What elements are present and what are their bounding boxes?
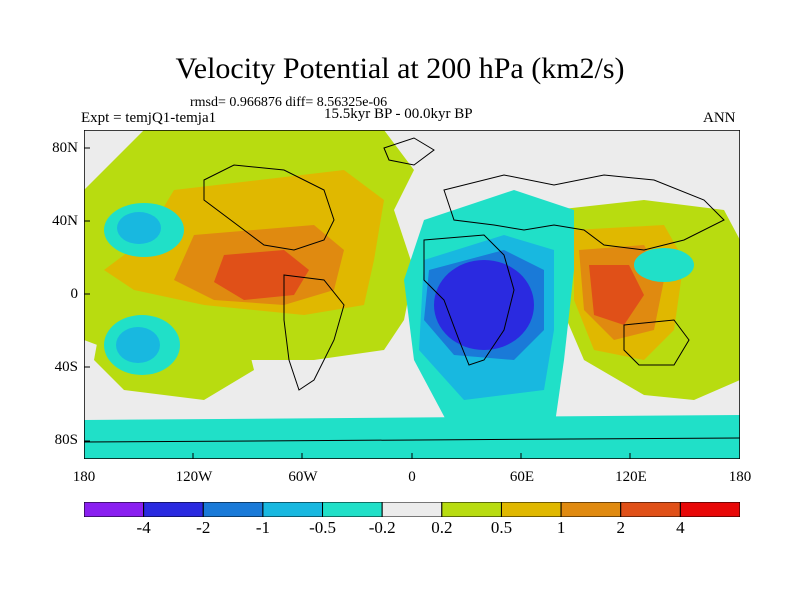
x-tick-label: 0	[408, 469, 416, 485]
x-tick-label: 120W	[175, 469, 213, 485]
y-tick-label: 40N	[52, 213, 78, 229]
y-tick-label: 80S	[54, 432, 78, 448]
colorbar-swatch	[679, 502, 740, 517]
colorbar-swatch	[441, 502, 502, 517]
colorbar-swatch	[500, 502, 562, 517]
x-tick-label: 120E	[615, 469, 647, 485]
season-label: ANN	[703, 110, 736, 126]
colorbar-tick-label: 0.5	[490, 518, 513, 537]
x-tick-label: 180	[72, 469, 96, 485]
x-tick-label: 180	[728, 469, 752, 485]
colorbar-swatch	[143, 502, 204, 517]
x-tick-label: 60E	[509, 469, 535, 485]
colorbar-swatch	[262, 502, 324, 517]
colorbar-swatch	[560, 502, 622, 517]
tick-marks	[84, 147, 631, 459]
x-tick-label: 60W	[288, 469, 318, 485]
stats-label: rmsd= 0.966876 diff= 8.56325e-06	[190, 95, 388, 110]
velocity-potential-map	[84, 130, 740, 459]
colorbar-tick-label: 0.2	[431, 518, 453, 537]
y-tick-label: 80N	[52, 140, 78, 156]
y-tick-label: 0	[70, 286, 79, 302]
colorbar-tick-label: -0.5	[309, 518, 336, 537]
coastlines	[84, 137, 740, 443]
colorbar	[84, 502, 740, 517]
y-tick-label: 40S	[54, 359, 78, 375]
colorbar-swatch	[322, 502, 383, 517]
colorbar-swatch	[620, 502, 681, 517]
colorbar-tick-label: 4	[676, 518, 685, 537]
colorbar-tick-label: -0.2	[368, 518, 396, 537]
colorbar-tick-label: 2	[616, 518, 625, 537]
colorbar-tick-label: -4	[136, 518, 151, 537]
colorbar-tick-label: -1	[255, 518, 270, 537]
colorbar-tick-label: -2	[196, 518, 211, 537]
colorbar-swatch	[381, 502, 443, 517]
experiment-label: Expt = temjQ1-temja1	[81, 110, 217, 126]
colorbar-swatch	[84, 502, 145, 517]
plot-title: Velocity Potential at 200 hPa (km2/s)	[175, 52, 625, 85]
period-label: 15.5kyr BP - 00.0kyr BP	[324, 106, 473, 122]
colorbar-swatch	[202, 502, 264, 517]
contour-fields	[84, 130, 740, 459]
colorbar-tick-label: 1	[556, 518, 566, 537]
